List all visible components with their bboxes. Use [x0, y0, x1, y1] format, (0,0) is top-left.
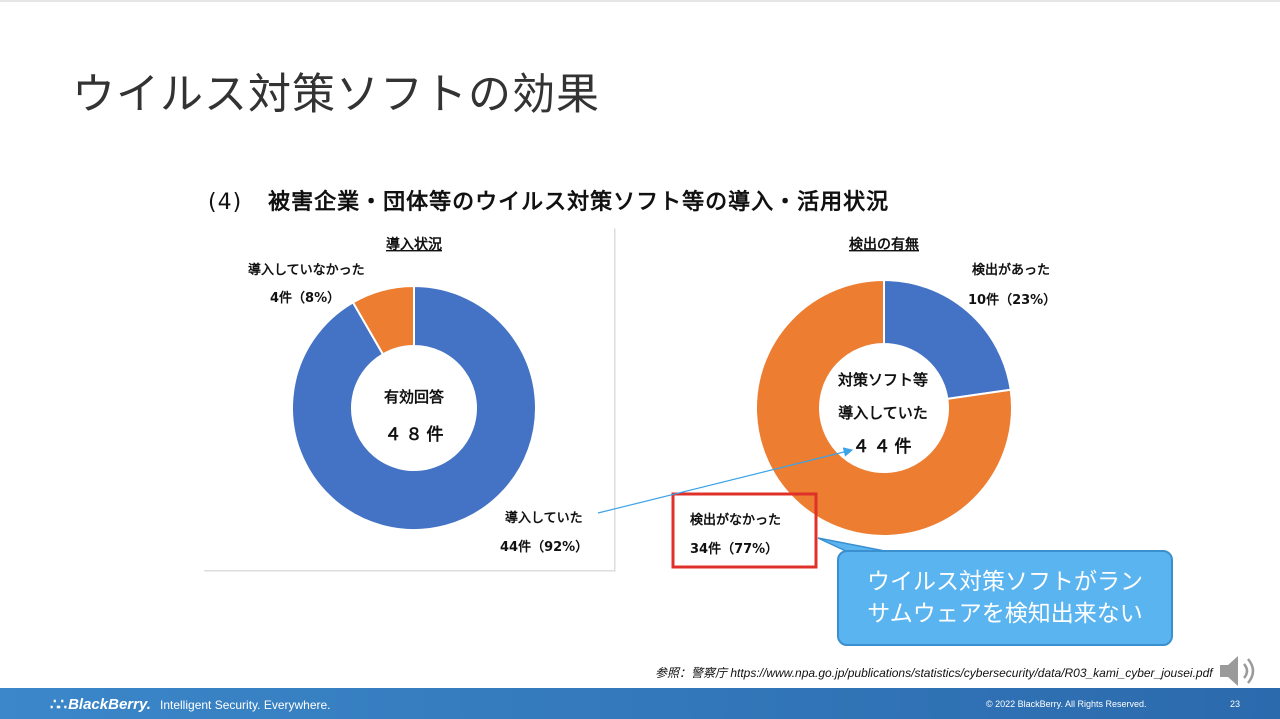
chart1-slice-1: [291, 284, 537, 531]
callout-line1: ウイルス対策ソフトがラン: [867, 569, 1143, 595]
brand-name: BlackBerry.: [68, 696, 151, 713]
speaker-icon[interactable]: [1214, 652, 1266, 690]
callout-line2: サムウェアを検知出来ない: [867, 601, 1143, 627]
figure-number: (4): [208, 190, 243, 215]
blackberry-dots-icon: ∴∴: [50, 696, 67, 713]
chart2-slice2-value: 34件（77%）: [690, 541, 778, 557]
chart1-slice1-label: 導入していた: [505, 510, 583, 526]
page-number: 23: [1230, 699, 1241, 709]
chart2-slice2-label: 検出がなかった: [690, 512, 781, 528]
chart2-center-line1: 対策ソフト等: [837, 371, 928, 389]
chart1-center-line2: ４８件: [385, 424, 448, 445]
chart1-center-line1: 有効回答: [384, 388, 445, 406]
chart2-slice-2: [755, 278, 1014, 537]
chart1-slice2-value: 4件（8%）: [270, 290, 340, 306]
chart2-slice1-value: 10件（23%）: [968, 292, 1056, 308]
footer-bar: ∴∴ BlackBerry. Intelligent Security. Ever…: [0, 688, 1280, 719]
chart2-center-line2: 導入していた: [838, 404, 928, 422]
brand-logo: ∴∴ BlackBerry.: [50, 695, 151, 713]
chart2-center-line3: ４４件: [853, 436, 916, 457]
highlight-box: [671, 492, 818, 569]
figure-title: (4) 被害企業・団体等のウイルス対策ソフト等の導入・活用状況: [208, 184, 889, 216]
footer-tagline: Intelligent Security. Everywhere.: [160, 698, 331, 712]
top-rule: [0, 0, 1280, 2]
slide-title: ウイルス対策ソフトの効果: [72, 70, 600, 120]
chart1-title: 導入状況: [386, 236, 442, 253]
footer-copyright: © 2022 BlackBerry. All Rights Reserved.: [986, 699, 1147, 709]
link-arrow: [597, 447, 854, 514]
figure-title-text: 被害企業・団体等のウイルス対策ソフト等の導入・活用状況: [268, 190, 890, 215]
chart2-donut: [755, 278, 1014, 537]
chart1-donut: [291, 284, 537, 531]
chart2-title: 検出の有無: [849, 236, 919, 253]
chart2-slice-1: [883, 278, 1012, 401]
callout-box: ウイルス対策ソフトがラン サムウェアを検知出来ない: [837, 550, 1173, 646]
chart2-slice1-label: 検出があった: [972, 262, 1050, 278]
source-citation: 参照：警察庁 https://www.npa.go.jp/publication…: [655, 666, 1213, 680]
chart1-slice-2: [351, 284, 415, 356]
chart1-slice2-label: 導入していなかった: [248, 262, 365, 278]
chart1-slice1-value: 44件（92%）: [500, 539, 588, 555]
